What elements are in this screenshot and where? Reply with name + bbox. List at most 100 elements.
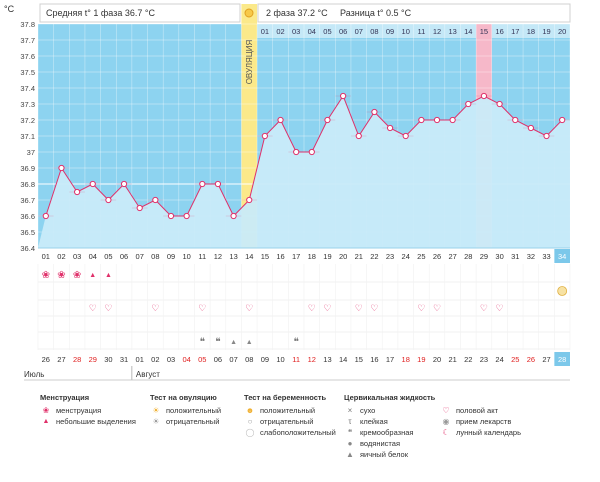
temperature-point <box>136 204 143 212</box>
sticky-icon: τ <box>348 417 352 426</box>
temperature-series <box>42 92 566 220</box>
phase2-average: 2 фаза 37.2 °C <box>266 8 328 18</box>
cycle-day-label: 15 <box>261 252 269 261</box>
cycle-day-label: 17 <box>292 252 300 261</box>
symptom-markers: ❀ ❀ ❀ ▲ ▲ ♡ ♡ ♡ ♡ ♡ ♡ ♡ ♡ ♡ ♡ ♡ ♡ ♡ ❝ ❝ ❝ ▲ ▲ <box>42 270 568 348</box>
temperature-point <box>340 92 347 100</box>
menstruation-icon: ❀ <box>42 270 50 281</box>
temperature-point <box>89 180 96 188</box>
legend-item: клейкая <box>360 417 388 426</box>
cycle-day-label: 19 <box>323 252 331 261</box>
month-label: Август <box>136 370 160 379</box>
sun-gray-icon: ☀ <box>152 417 160 426</box>
phase2-day-label: 13 <box>448 27 456 36</box>
chart-axes: 36.4 36.5 36.6 36.7 36.8 36.9 37 37.1 37.2 37.3 37… <box>20 20 570 263</box>
phase2-day-label: 15 <box>480 27 488 36</box>
phase2-day-label: 19 <box>542 27 550 36</box>
heart-icon: ♡ <box>433 303 441 313</box>
cycle-day-label: 29 <box>480 252 488 261</box>
cycle-day-label: 33 <box>542 252 550 261</box>
sun-icon: ☀ <box>152 406 160 415</box>
sun-icon <box>557 286 568 296</box>
temperature-area-fill <box>38 96 570 248</box>
heart-icon: ♡ <box>496 303 504 313</box>
legend-item: лунный календарь <box>456 428 522 437</box>
phase2-day-label: 07 <box>355 27 363 36</box>
calendar-date-label: 12 <box>308 355 316 364</box>
y-tick-label: 36.8 <box>20 180 35 189</box>
legend-item: отрицательный <box>166 417 220 426</box>
legend-cervical-fluid: Цервикальная жидкость × сухо τ клейкая ❝ кр… <box>344 392 435 460</box>
temperature-point <box>214 180 222 188</box>
cycle-day-label: 09 <box>167 252 175 261</box>
y-tick-label: 37.3 <box>20 100 35 109</box>
calendar-date-label: 15 <box>355 355 363 364</box>
legend-item: небольшие выделения <box>56 417 136 426</box>
calendar-date-label: 09 <box>261 355 269 364</box>
calendar-date-label: 13 <box>323 355 331 364</box>
legend-menstruation: Менструация ❀ менструация ▲ небольшие выде… <box>40 392 136 427</box>
calendar-date-label: 21 <box>448 355 456 364</box>
y-tick-label: 37.2 <box>20 116 35 125</box>
drop-icon: ▲ <box>89 272 96 279</box>
calendar-date-label: 28 <box>73 355 81 364</box>
calendar-date-label: 05 <box>198 355 206 364</box>
temperature-difference: Разница t° 0.5 °C <box>340 8 412 18</box>
phase2-day-label: 09 <box>386 27 394 36</box>
calendar-date-label: 03 <box>167 355 175 364</box>
temperature-line <box>45 94 563 217</box>
cycle-day-label: 18 <box>308 252 316 261</box>
phase2-day-label: 11 <box>417 27 425 36</box>
y-tick-label: 37.8 <box>20 20 35 29</box>
temperature-point <box>293 148 300 156</box>
cycle-day-label: 34 <box>558 252 566 261</box>
legend-item: сухо <box>360 406 376 415</box>
phase2-day-label: 16 <box>495 27 503 36</box>
calendar-date-label: 02 <box>151 355 159 364</box>
calendar-date-label: 24 <box>495 355 503 364</box>
calendar-date-label: 20 <box>433 355 441 364</box>
drop-double-icon: ❀ <box>42 406 50 415</box>
creamy-icon: ❝ <box>200 337 205 348</box>
phase1-box <box>39 3 241 23</box>
y-tick-label: 37.7 <box>20 36 35 45</box>
temperature-point <box>152 196 159 204</box>
legend-item: положительный <box>260 406 316 415</box>
temperature-point <box>402 132 409 140</box>
legend-item: прием лекарств <box>456 417 512 426</box>
heart-icon: ♡ <box>104 303 112 313</box>
y-tick-label: 36.9 <box>20 164 35 173</box>
calendar-date-label: 14 <box>339 355 347 364</box>
creamy-icon: ❝ <box>215 337 220 348</box>
cycle-day-label: 24 <box>402 252 410 261</box>
y-tick-label: 36.7 <box>20 196 35 205</box>
ovulation-label: ОВУЛЯЦИЯ <box>245 39 254 84</box>
legend-cervical-header: Цервикальная жидкость <box>344 393 436 402</box>
legend-menstruation-header: Менструация <box>40 393 90 402</box>
legend-item: кремообразная <box>360 428 414 437</box>
phase2-day-label: 01 <box>261 27 269 36</box>
legend-item: положительный <box>166 406 222 415</box>
temperature-point <box>58 164 65 172</box>
cross-icon: × <box>347 406 353 415</box>
cycle-day-label: 27 <box>448 252 456 261</box>
heart-icon: ♡ <box>89 303 97 313</box>
drop-icon: ▲ <box>42 418 50 425</box>
calendar-date-label: 16 <box>370 355 378 364</box>
cycle-day-label: 11 <box>198 252 206 261</box>
calendar-date-label: 06 <box>214 355 222 364</box>
current-date-marker <box>554 352 570 366</box>
heart-icon: ♡ <box>198 303 206 313</box>
legend-other: ♡ половой акт ◉ прием лекарств ☾ лунный кал… <box>440 392 521 438</box>
cycle-day-label: 10 <box>182 252 190 261</box>
temperature-point <box>496 100 503 108</box>
calendar-date-label: 26 <box>42 355 50 364</box>
circle-icon: ○ <box>247 417 253 426</box>
calendar-date-label: 10 <box>276 355 284 364</box>
heart-icon: ♡ <box>417 303 425 313</box>
temperature-point <box>543 132 550 140</box>
y-tick-label: 37.5 <box>20 68 35 77</box>
moon-icon: ☾ <box>442 428 450 437</box>
calendar-date-label: 25 <box>511 355 519 364</box>
phase2-day-label: 20 <box>558 27 566 36</box>
